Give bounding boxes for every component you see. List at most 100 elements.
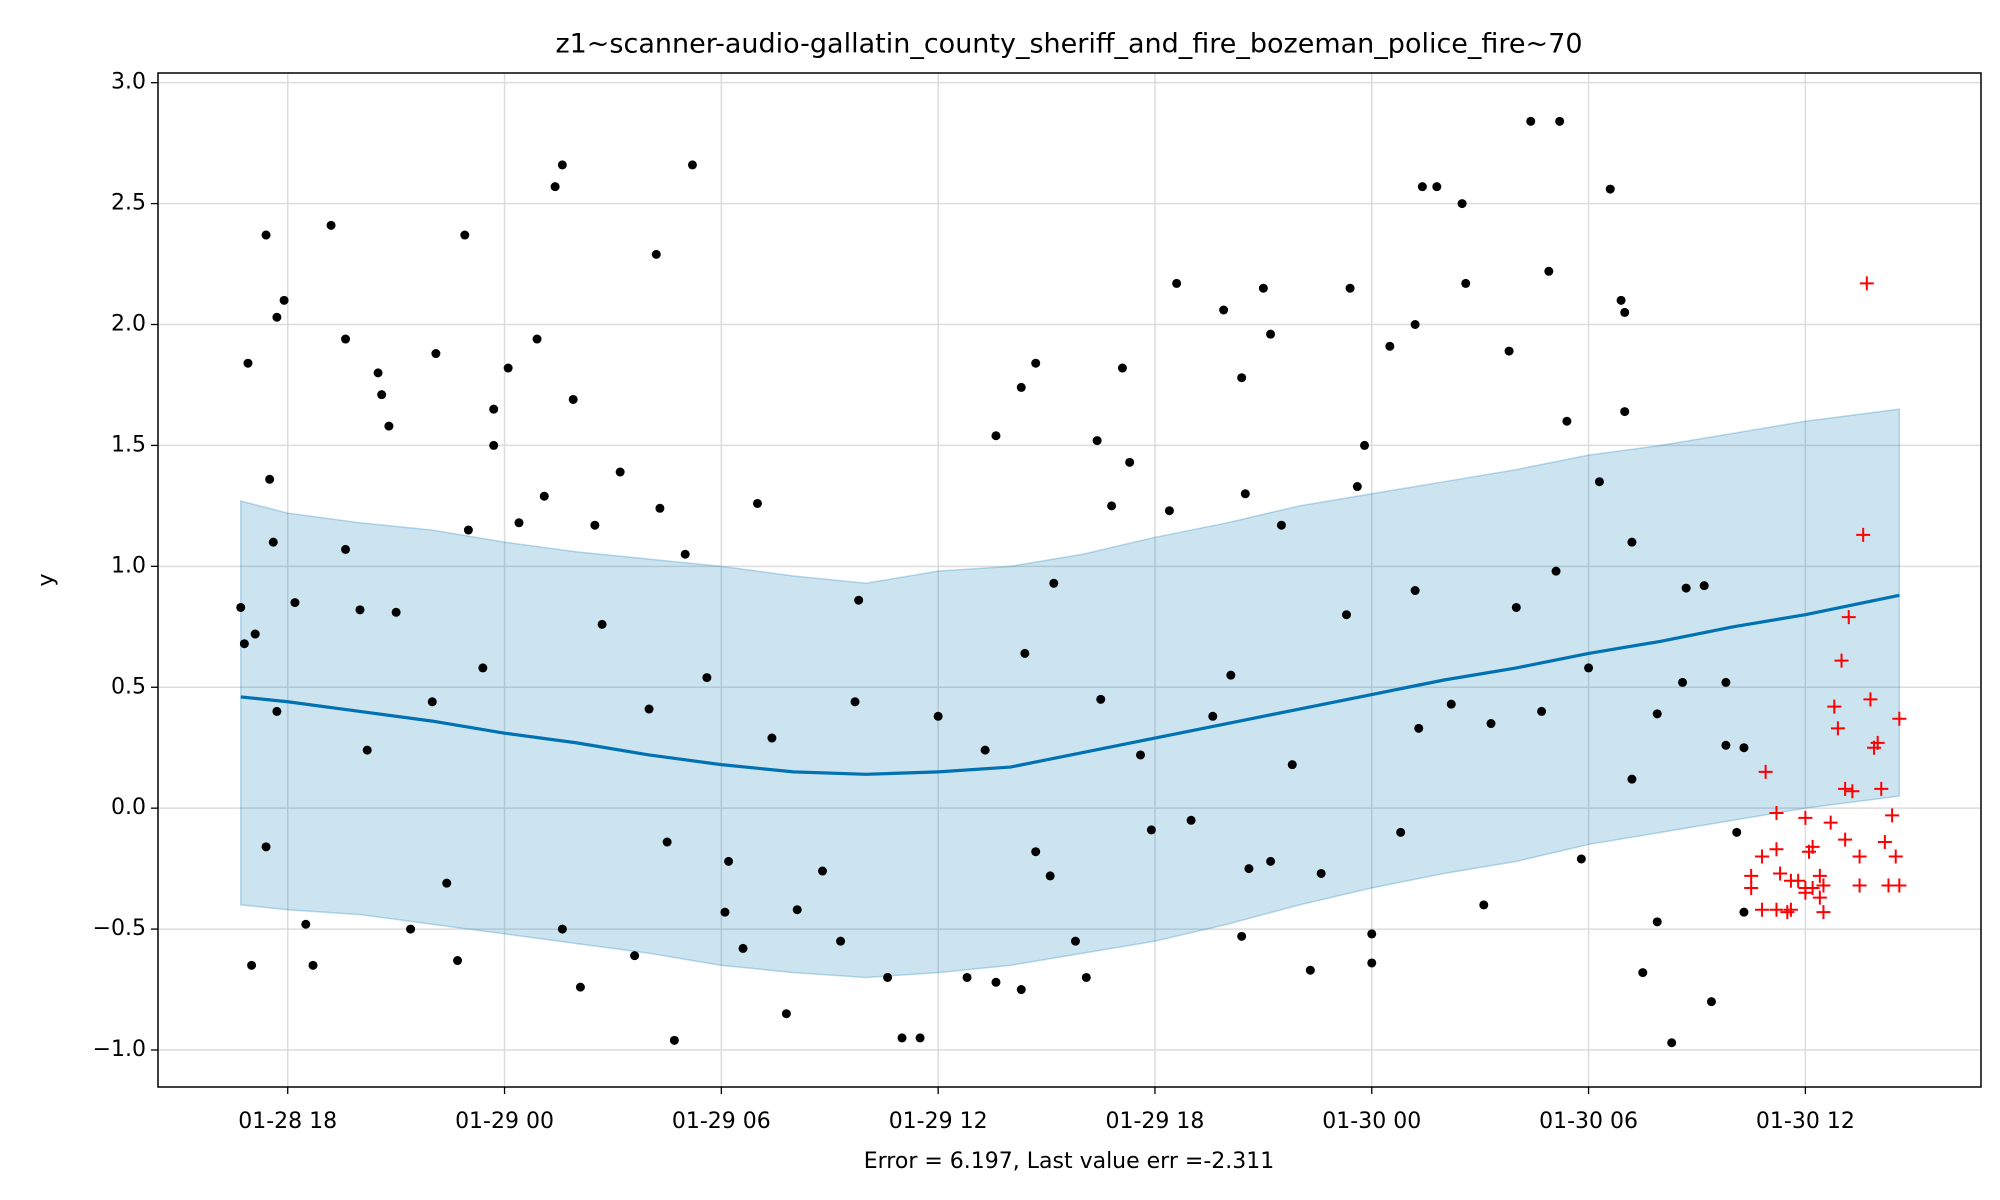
observed-point bbox=[962, 972, 972, 982]
observed-point bbox=[1544, 266, 1554, 276]
observed-point bbox=[752, 498, 762, 508]
observed-point bbox=[261, 230, 271, 240]
observed-point bbox=[301, 919, 311, 929]
observed-point bbox=[236, 602, 246, 612]
observed-point bbox=[1345, 283, 1355, 293]
actual-point bbox=[1877, 835, 1892, 850]
x-tick-label: 01-30 00 bbox=[1322, 1109, 1421, 1134]
observed-point bbox=[575, 982, 585, 992]
observed-point bbox=[1537, 706, 1547, 716]
y-tick-label: 3.0 bbox=[111, 70, 146, 95]
actual-point bbox=[1755, 902, 1770, 917]
x-tick-label: 01-29 06 bbox=[672, 1109, 771, 1134]
observed-point bbox=[1584, 663, 1594, 673]
observed-point bbox=[1739, 907, 1749, 917]
actual-point bbox=[1838, 781, 1853, 796]
observed-point bbox=[1385, 341, 1395, 351]
observed-point bbox=[1605, 184, 1615, 194]
observed-point bbox=[478, 663, 488, 673]
observed-point bbox=[431, 349, 441, 359]
plot-frame bbox=[157, 72, 1982, 1088]
observed-point bbox=[1562, 416, 1572, 426]
observed-point bbox=[1721, 677, 1731, 687]
observed-point bbox=[1504, 346, 1514, 356]
observed-point bbox=[1627, 774, 1637, 784]
observed-point bbox=[384, 421, 394, 431]
observed-point bbox=[557, 924, 567, 934]
observed-point bbox=[915, 1033, 925, 1043]
observed-point bbox=[720, 907, 730, 917]
observed-point bbox=[243, 358, 253, 368]
observed-point bbox=[1479, 900, 1489, 910]
observed-point bbox=[373, 368, 383, 378]
observed-point bbox=[1219, 305, 1229, 315]
observed-point bbox=[669, 1035, 679, 1045]
actual-point bbox=[1867, 740, 1882, 755]
uncertainty-band bbox=[239, 408, 1901, 979]
observed-point bbox=[1410, 586, 1420, 596]
observed-point bbox=[1031, 358, 1041, 368]
observed-point bbox=[1739, 743, 1749, 753]
y-tick-label: 2.5 bbox=[111, 191, 146, 216]
actual-point bbox=[1773, 866, 1788, 881]
observed-point bbox=[261, 842, 271, 852]
actual-point bbox=[1783, 873, 1798, 888]
observed-point bbox=[539, 491, 549, 501]
observed-point bbox=[442, 878, 452, 888]
actual-point bbox=[1816, 905, 1831, 920]
observed-point bbox=[460, 230, 470, 240]
observed-point bbox=[1146, 825, 1156, 835]
observed-point bbox=[1616, 295, 1626, 305]
observed-point bbox=[250, 629, 260, 639]
observed-point bbox=[1237, 373, 1247, 383]
observed-point bbox=[1367, 929, 1377, 939]
observed-point bbox=[1266, 329, 1276, 339]
observed-point bbox=[1678, 677, 1688, 687]
observed-point bbox=[1526, 116, 1536, 126]
observed-point bbox=[1396, 827, 1406, 837]
observed-point bbox=[1258, 283, 1268, 293]
observed-point bbox=[1551, 566, 1561, 576]
actual-point bbox=[1830, 721, 1845, 736]
observed-point bbox=[897, 1033, 907, 1043]
actual-point bbox=[1812, 890, 1827, 905]
actual-point bbox=[1769, 842, 1784, 857]
actual-point bbox=[1744, 868, 1759, 883]
observed-point bbox=[850, 697, 860, 707]
observed-point bbox=[1432, 182, 1442, 192]
observed-point bbox=[1457, 199, 1467, 209]
actual-point bbox=[1783, 902, 1798, 917]
observed-point bbox=[1070, 936, 1080, 946]
observed-point bbox=[550, 182, 560, 192]
observed-point bbox=[836, 936, 846, 946]
observed-point bbox=[1107, 501, 1117, 511]
actual-point bbox=[1802, 844, 1816, 859]
observed-point bbox=[272, 706, 282, 716]
x-tick-label: 01-28 18 bbox=[238, 1109, 337, 1134]
actual-point bbox=[1769, 806, 1784, 821]
observed-point bbox=[1652, 917, 1662, 927]
observed-point bbox=[362, 745, 372, 755]
y-tick-label: −1.0 bbox=[93, 1037, 146, 1062]
observed-point bbox=[1699, 581, 1709, 591]
observed-point bbox=[1240, 489, 1250, 499]
observed-point bbox=[272, 312, 282, 322]
observed-point bbox=[1031, 847, 1041, 857]
x-tick-label: 01-30 06 bbox=[1539, 1109, 1638, 1134]
observed-point bbox=[854, 595, 864, 605]
y-axis-label: y bbox=[34, 573, 59, 586]
observed-point bbox=[1316, 868, 1326, 878]
observed-point bbox=[1367, 958, 1377, 968]
observed-point bbox=[1576, 854, 1586, 864]
observed-point bbox=[290, 598, 300, 608]
actual-point bbox=[1834, 653, 1849, 668]
observed-point bbox=[1352, 482, 1362, 492]
observed-point bbox=[1446, 699, 1456, 709]
observed-point bbox=[503, 363, 513, 373]
y-tick-label: 1.5 bbox=[111, 432, 146, 457]
observed-point bbox=[1461, 278, 1471, 288]
observed-point bbox=[662, 837, 672, 847]
observed-point bbox=[651, 249, 661, 259]
observed-point bbox=[883, 972, 893, 982]
x-tick-label: 01-29 18 bbox=[1105, 1109, 1204, 1134]
